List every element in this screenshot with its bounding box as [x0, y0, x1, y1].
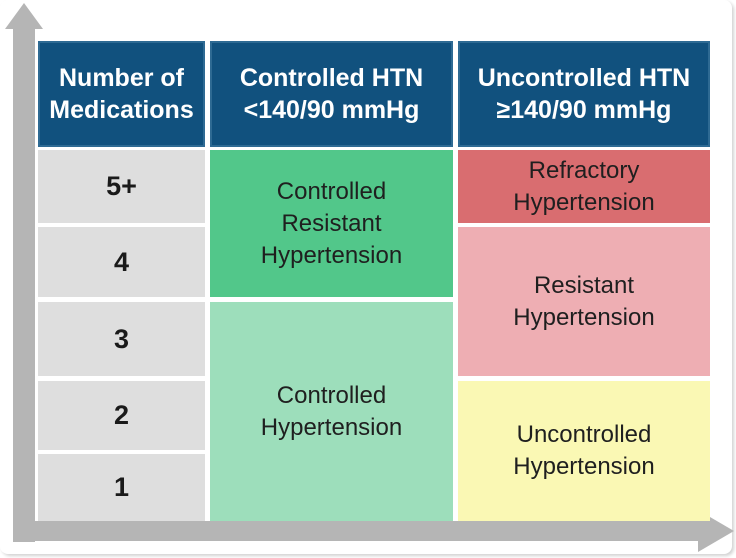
y-axis-arrowhead-icon: [5, 3, 43, 29]
header-line: Number of: [59, 64, 184, 92]
row-label-2: 2: [38, 381, 205, 450]
y-axis-arrow: [13, 27, 35, 542]
row-label-3: 3: [38, 302, 205, 376]
zone-label-line: Hypertension: [260, 241, 403, 269]
zone-label-line: Controlled: [276, 177, 387, 205]
zone-label-line: Refractory: [528, 156, 640, 184]
zone-label-line: Hypertension: [513, 453, 655, 480]
header-line: Medications: [49, 96, 194, 124]
row-label-1: 1: [38, 454, 205, 521]
header-line: Controlled HTN: [239, 64, 424, 92]
zone-label-line: Hypertension: [513, 303, 655, 331]
x-axis-arrow: [13, 521, 698, 541]
zone-resistant-hypertension: Resistant Hypertension: [458, 227, 710, 376]
zone-label-line: Resistant: [281, 209, 382, 237]
header-line: <140/90 mmHg: [243, 96, 420, 124]
zone-label-line: Controlled: [276, 381, 387, 409]
zone-label-line: Hypertension: [513, 188, 655, 216]
zone-label-line: Resistant: [533, 271, 635, 299]
header-uncontrolled-htn: Uncontrolled HTN ≥140/90 mmHg: [458, 41, 710, 147]
header-controlled-htn: Controlled HTN <140/90 mmHg: [210, 41, 453, 147]
header-line: Uncontrolled HTN: [477, 64, 691, 92]
header-number-of-medications: Number of Medications: [38, 41, 205, 147]
zone-refractory-hypertension: Refractory Hypertension: [458, 150, 710, 223]
row-label-5plus: 5+: [38, 150, 205, 223]
row-label-4: 4: [38, 227, 205, 297]
header-line: ≥140/90 mmHg: [496, 96, 672, 124]
zone-controlled-resistant-hypertension: Controlled Resistant Hypertension: [210, 150, 453, 297]
zone-label-line: Uncontrolled: [516, 421, 652, 448]
zone-uncontrolled-hypertension: Uncontrolled Hypertension: [458, 381, 710, 521]
zone-label-line: Hypertension: [260, 413, 403, 441]
zone-controlled-hypertension: Controlled Hypertension: [210, 302, 453, 521]
